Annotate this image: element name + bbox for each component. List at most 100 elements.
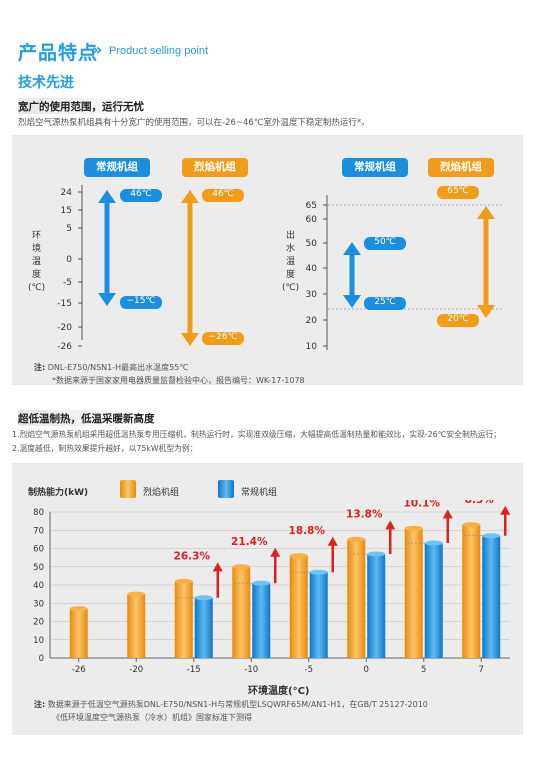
improvement-arrowhead xyxy=(212,562,223,572)
bar-conventional xyxy=(424,543,443,658)
tag-conventional: 常规机组 xyxy=(84,158,150,177)
left-tick-label: -20 xyxy=(57,323,72,333)
svg-text:境: 境 xyxy=(32,242,41,254)
conventional-water-max-label: 50℃ xyxy=(374,237,396,247)
svg-text:温: 温 xyxy=(286,256,295,267)
x-tick-label: -10 xyxy=(244,665,258,675)
bar-cap xyxy=(309,569,328,575)
right-tick-label: 65 xyxy=(306,201,317,211)
improvement-label: 18.8% xyxy=(289,525,326,537)
y-tick-label: 0 xyxy=(39,654,44,664)
bar-cap xyxy=(482,533,501,539)
section2-heading: 超低温制热，低温采暖新高度 xyxy=(18,413,155,425)
svg-text:(℃): (℃) xyxy=(28,283,45,293)
svg-text:度: 度 xyxy=(32,268,41,280)
improvement-label: 21.4% xyxy=(231,536,268,548)
y-tick-label: 50 xyxy=(33,563,44,573)
improvement-arrowhead xyxy=(500,505,511,515)
left-axis-ticks: 24 15 5 0 -5 -15 -20 -26 xyxy=(57,188,82,352)
note2-line1: 注: 数据来源于低温空气源热泵DNL-E750/NSN1-H与常规机型LSQWR… xyxy=(34,700,428,709)
right-tick-label: 50 xyxy=(306,239,318,249)
improvement-label: 10.1% xyxy=(404,500,441,509)
page-title-en: Product selling point xyxy=(109,45,209,57)
x-tick-label: 5 xyxy=(421,665,426,675)
improvement-label: 13.8% xyxy=(346,508,383,520)
chart-ylabel: 制热能力(kW) xyxy=(28,488,89,498)
bar-cap xyxy=(289,553,308,559)
right-axis-ticks: 65 60 50 40 30 20 10 xyxy=(306,201,327,352)
left-tick-label: -5 xyxy=(63,278,72,288)
double-chevron-icon: » xyxy=(92,40,103,59)
bar-conventional xyxy=(194,597,213,658)
flame-water-min-label: 20℃ xyxy=(447,314,469,324)
section2-line1: 1.烈焰空气源热泵机组采用超低温热泵专用压缩机，制热运行时，实现准双级压缩，大幅… xyxy=(12,430,501,439)
svg-text:(℃): (℃) xyxy=(282,283,299,293)
right-tick-label: 60 xyxy=(306,215,318,225)
note1-line2: *数据来源于国家家用电器质量监督检验中心，报告编号：WK-17-1078 xyxy=(52,376,305,385)
legend-swatch-conventional xyxy=(218,480,234,498)
section-heading-bar xyxy=(18,98,148,114)
legend-swatch-flame xyxy=(120,480,136,498)
tag-flame-right: 烈焰机组 xyxy=(428,158,494,177)
right-tick-label: 10 xyxy=(306,342,318,352)
x-tick-label: -15 xyxy=(187,665,201,675)
section-heading: 宽广的使用范围，运行无忧 xyxy=(18,101,144,113)
right-tick-label: 20 xyxy=(306,316,318,326)
svg-text:度: 度 xyxy=(286,268,295,280)
improvement-arrowhead xyxy=(270,547,281,557)
flame-min-pill xyxy=(202,332,244,345)
chart-xlabel: 环境温度(°C) xyxy=(248,686,310,697)
svg-text:环: 环 xyxy=(32,230,41,241)
x-tick-label: 7 xyxy=(479,665,484,675)
x-tick-label: 0 xyxy=(364,665,369,675)
conventional-max-label: 46℃ xyxy=(130,189,152,199)
improvement-arrowhead xyxy=(327,536,338,546)
bar-cap xyxy=(424,540,443,546)
note2-line2: 《低环境温度空气源热泵（冷水）机组》国家标准下测得 xyxy=(52,713,252,722)
bar-flame xyxy=(127,594,146,658)
tag-conventional-right: 常规机组 xyxy=(342,158,408,177)
flame-water-arrow xyxy=(477,206,495,318)
conventional-water-min-label: 25℃ xyxy=(374,297,396,307)
legend-label-conventional: 常规机组 xyxy=(241,488,278,498)
left-tick-label: 5 xyxy=(66,224,72,234)
left-tick-label: -26 xyxy=(57,342,72,352)
bar-conventional xyxy=(309,572,328,658)
flame-water-max-label: 65℃ xyxy=(447,186,469,196)
svg-text:温: 温 xyxy=(32,256,41,267)
bar-cap xyxy=(367,551,386,557)
bar-conventional xyxy=(252,583,271,658)
left-axis-label: 环 境 温 度 (℃) xyxy=(28,230,45,293)
improvement-label: 8.3% xyxy=(465,500,495,506)
bar-cap xyxy=(194,595,213,601)
bar-flame xyxy=(232,566,251,658)
bar-cap xyxy=(404,525,423,531)
y-tick-label: 10 xyxy=(33,636,44,646)
page-title: 产品特点 xyxy=(18,42,99,64)
svg-text:水: 水 xyxy=(286,242,295,254)
bar-cap xyxy=(347,536,366,542)
y-tick-label: 30 xyxy=(33,599,44,609)
improvement-arrowhead xyxy=(385,520,396,530)
y-tick-label: 40 xyxy=(33,581,44,591)
section-description: 烈焰空气源热泵机组具有十分宽广的使用范围，可以在-26~46℃室外温度下稳定制热… xyxy=(18,118,370,128)
left-tick-label: 15 xyxy=(61,206,72,216)
flame-water-max-pill xyxy=(437,186,479,199)
conventional-water-arrow xyxy=(343,242,361,308)
bar-cap xyxy=(174,578,193,584)
conventional-water-max-pill xyxy=(364,237,406,250)
flame-range-arrow xyxy=(181,190,199,346)
bar-cap xyxy=(462,522,481,528)
section-subtitle: 技术先进 xyxy=(18,75,74,91)
left-tick-label: 24 xyxy=(61,188,73,198)
right-tick-label: 30 xyxy=(306,290,318,300)
bar-flame xyxy=(347,539,366,658)
svg-text:出: 出 xyxy=(286,229,295,241)
improvement-label: 26.3% xyxy=(174,550,211,562)
legend-label-flame: 烈焰机组 xyxy=(143,488,180,498)
flame-max-label: 46℃ xyxy=(212,189,234,199)
right-axis-label: 出 水 温 度 (℃) xyxy=(282,229,299,293)
conventional-min-pill xyxy=(120,296,162,309)
